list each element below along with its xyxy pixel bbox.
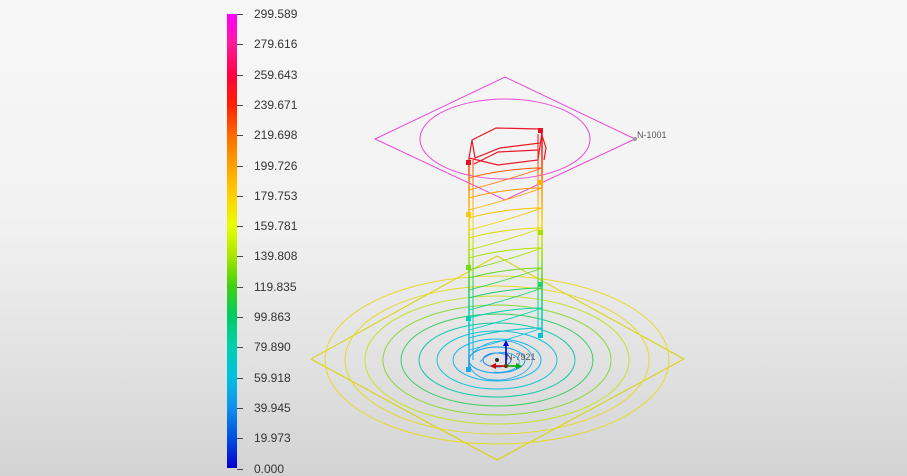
legend-tick xyxy=(237,165,243,167)
legend-label: 279.616 xyxy=(254,37,298,52)
legend-tick xyxy=(237,377,243,379)
legend-label: 159.781 xyxy=(254,219,298,234)
legend-label: 199.726 xyxy=(254,158,298,173)
node-marker-base xyxy=(495,358,499,362)
legend-label: 219.698 xyxy=(254,128,298,143)
bolt-head xyxy=(468,127,547,166)
legend-label: 0.000 xyxy=(254,461,285,476)
node-label-top: N-1001 xyxy=(637,130,667,140)
legend-tick xyxy=(237,256,243,258)
top-plate xyxy=(373,76,637,201)
legend-tick xyxy=(237,195,243,197)
legend-label: 259.643 xyxy=(254,67,298,82)
node-marker-top xyxy=(633,137,637,141)
legend-tick xyxy=(237,74,243,76)
legend-tick xyxy=(237,135,243,137)
legend-tick xyxy=(237,468,243,470)
legend-label: 179.753 xyxy=(254,188,298,203)
bottom-plate xyxy=(309,255,686,461)
legend-label: 59.918 xyxy=(254,370,291,385)
legend-label: 39.945 xyxy=(254,400,291,415)
legend-tick xyxy=(237,317,243,318)
top-plate-circle xyxy=(419,98,591,180)
legend-tick xyxy=(237,407,243,409)
legend-label: 99.863 xyxy=(254,310,291,324)
legend-label: 19.973 xyxy=(254,431,291,446)
legend-colorbar xyxy=(227,14,237,468)
legend-tick xyxy=(237,14,243,15)
legend-tick xyxy=(237,286,243,288)
legend-tick xyxy=(237,104,243,106)
node-label-base: N-7921 xyxy=(506,352,536,362)
legend-tick xyxy=(237,438,243,440)
legend-label: 239.671 xyxy=(254,97,298,112)
legend-label: 79.890 xyxy=(254,340,291,355)
bolt-threads xyxy=(468,167,543,351)
legend-label: 119.835 xyxy=(254,279,297,294)
legend-tick xyxy=(237,347,243,349)
legend-label: 139.808 xyxy=(254,249,298,264)
legend-tick xyxy=(237,44,243,46)
legend-tick xyxy=(237,226,243,228)
color-legend: 299.589 279.616 259.643 239.671 219.698 199.7… xyxy=(0,0,320,476)
base-mesh xyxy=(468,340,533,381)
bolt-nodes xyxy=(466,128,543,372)
legend-label: 299.589 xyxy=(254,7,298,21)
axis-triad-icon xyxy=(490,340,522,369)
